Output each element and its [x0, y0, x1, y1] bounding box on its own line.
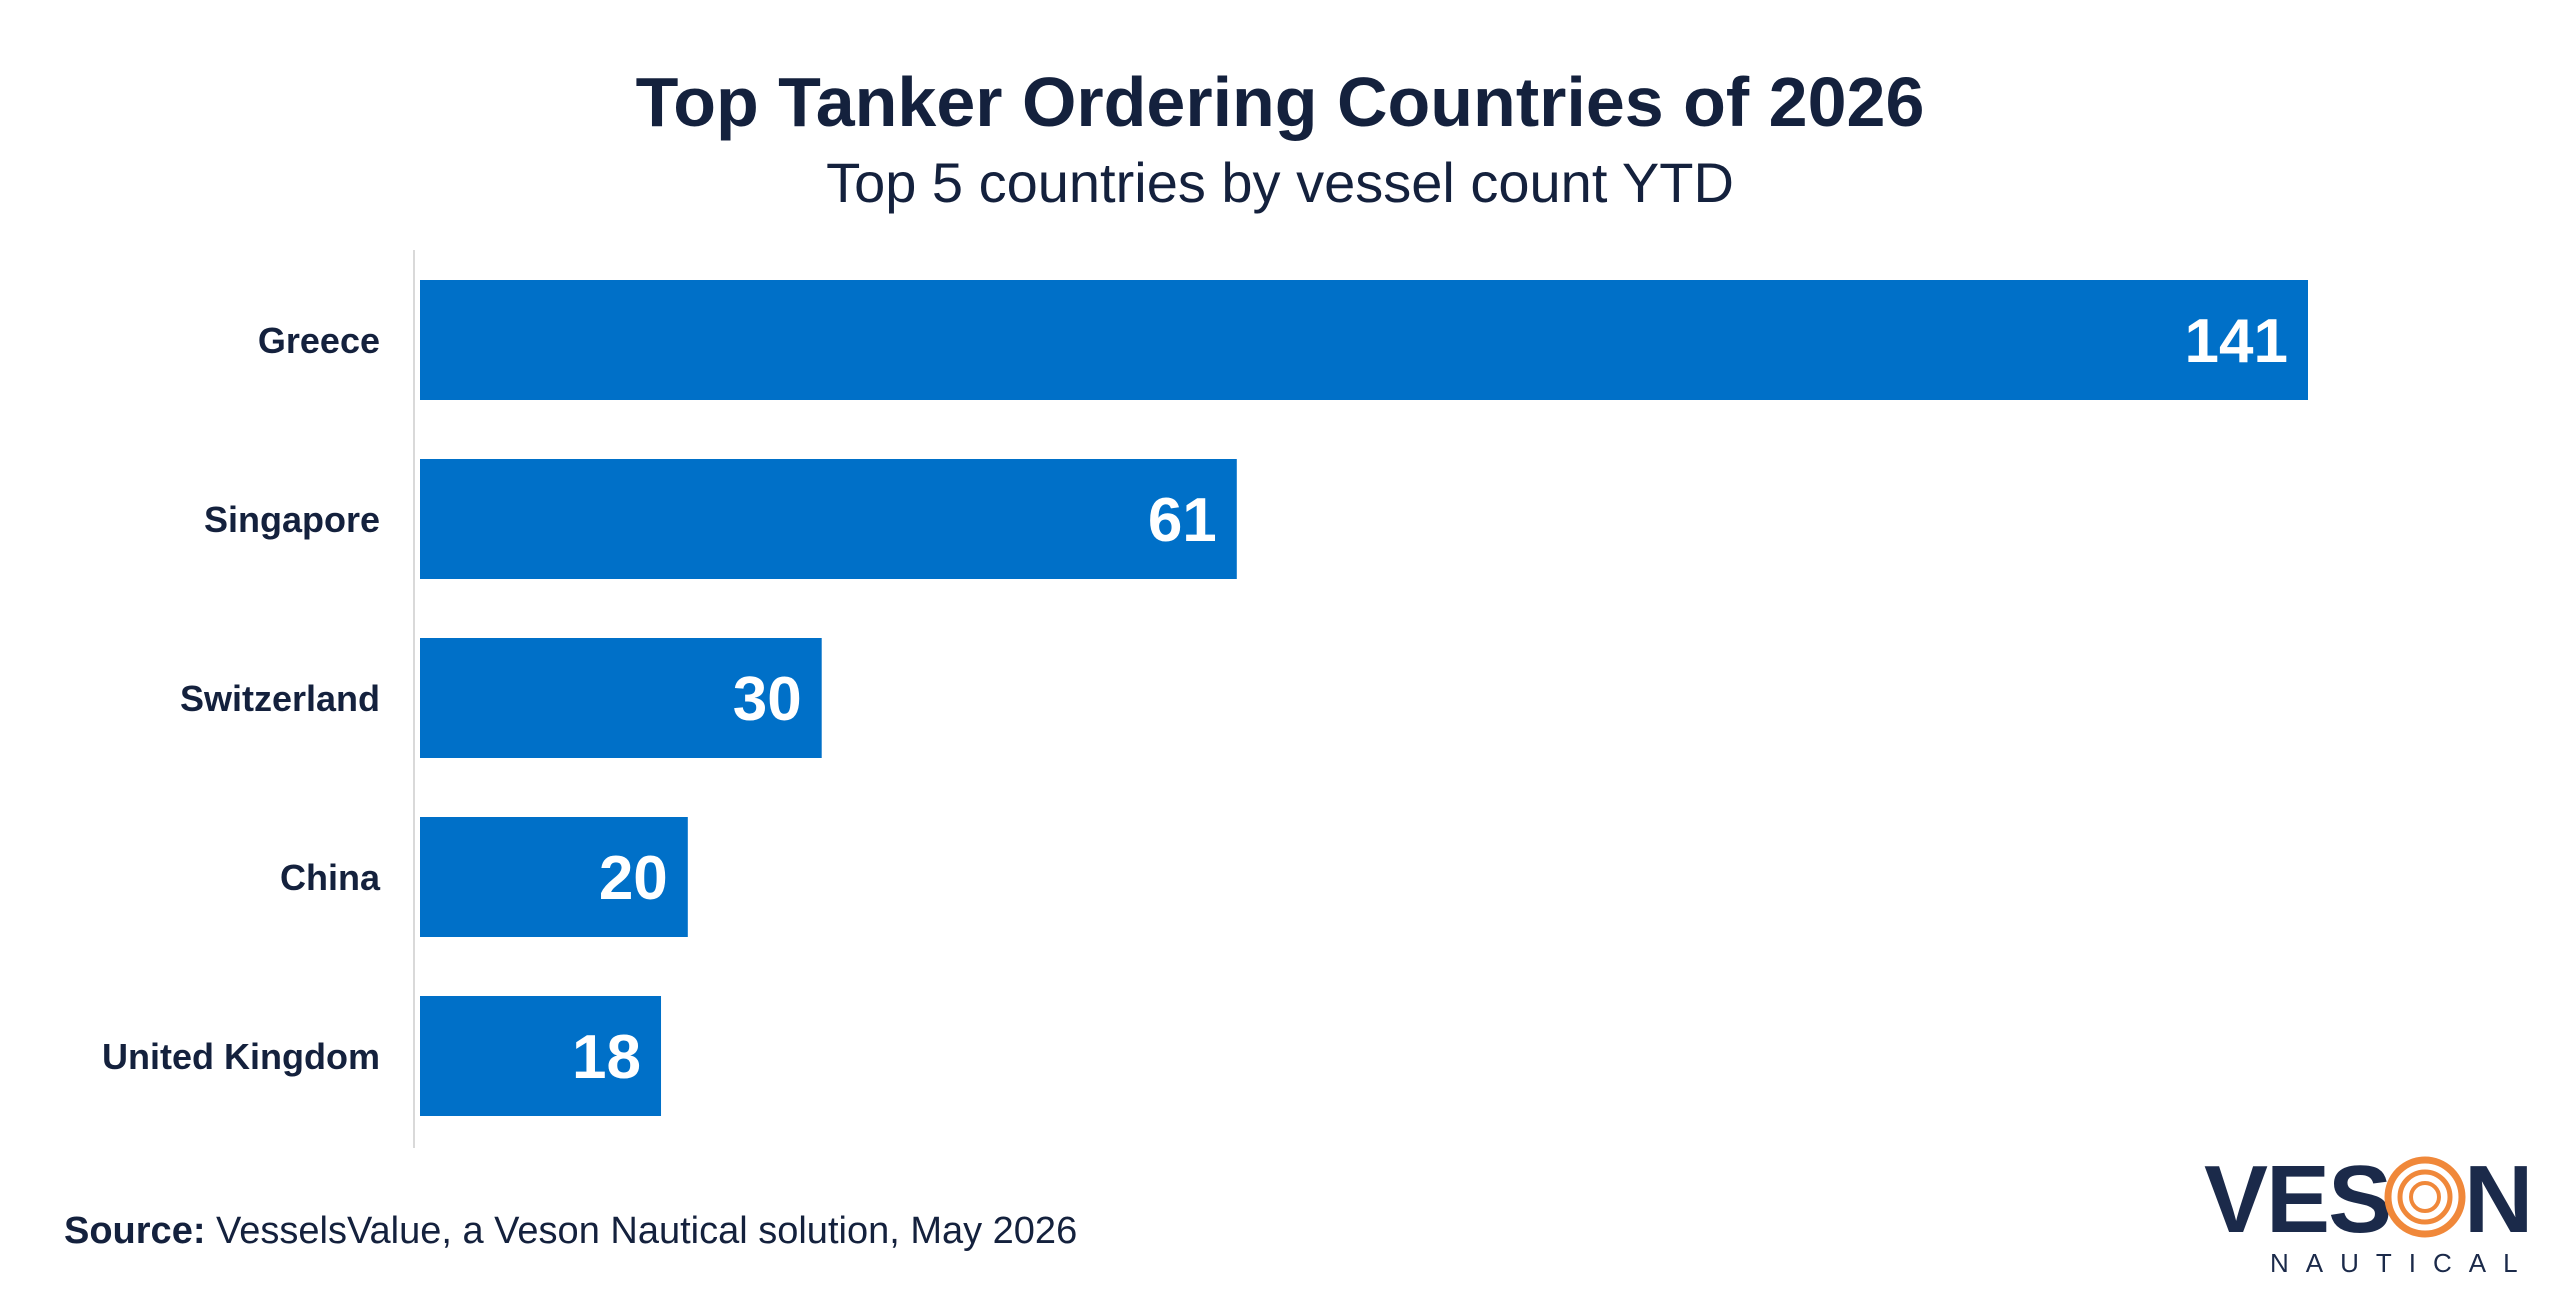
veson-nautical-logo: VES N NAUTICAL — [2204, 1150, 2535, 1278]
data-label: 30 — [733, 665, 802, 734]
category-label: Singapore — [204, 499, 380, 540]
bar-greece — [420, 280, 2308, 400]
chart-subtitle: Top 5 countries by vessel count YTD — [826, 151, 1734, 214]
category-label: Greece — [258, 320, 380, 361]
bar-singapore — [420, 459, 1237, 579]
category-label: China — [280, 857, 381, 898]
data-label: 61 — [1148, 486, 1217, 555]
category-label: United Kingdom — [102, 1036, 380, 1077]
chart-title: Top Tanker Ordering Countries of 2026 — [635, 63, 1925, 141]
source-note: Source: VesselsValue, a Veson Nautical s… — [64, 1210, 1077, 1253]
svg-text:NAUTICAL: NAUTICAL — [2270, 1248, 2535, 1278]
bar-switzerland — [420, 638, 822, 758]
svg-text:VES: VES — [2204, 1150, 2390, 1253]
logo-ring-icon — [2384, 1156, 2466, 1238]
bar-china — [420, 817, 688, 937]
data-label: 20 — [599, 844, 668, 913]
svg-text:N: N — [2464, 1150, 2533, 1253]
data-label: 141 — [2185, 307, 2288, 376]
data-label: 18 — [572, 1023, 641, 1092]
source-text: VesselsValue, a Veson Nautical solution,… — [205, 1210, 1078, 1252]
bar-united-kingdom — [420, 996, 662, 1116]
source-label: Source: — [64, 1210, 206, 1252]
category-label: Switzerland — [180, 678, 380, 719]
